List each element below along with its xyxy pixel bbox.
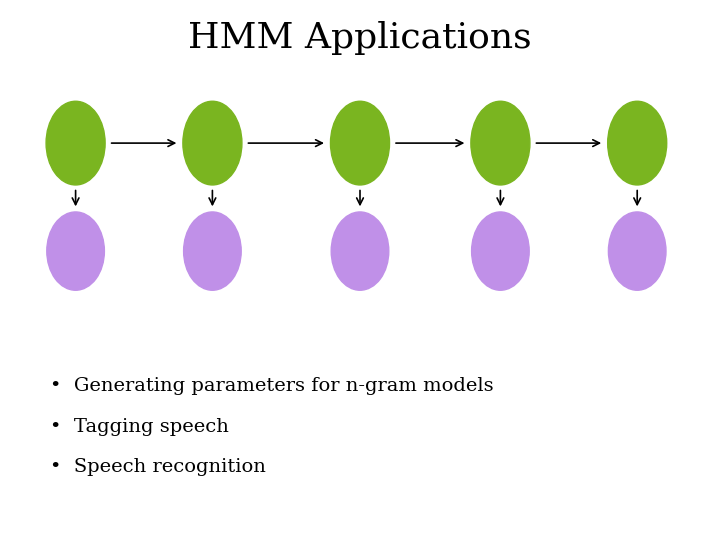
Ellipse shape — [183, 102, 242, 185]
Ellipse shape — [471, 102, 530, 185]
Ellipse shape — [184, 212, 241, 290]
Text: •  Tagging speech: • Tagging speech — [50, 417, 229, 436]
Text: HMM Applications: HMM Applications — [188, 21, 532, 55]
Ellipse shape — [47, 212, 104, 290]
Text: •  Generating parameters for n-gram models: • Generating parameters for n-gram model… — [50, 377, 494, 395]
Ellipse shape — [331, 212, 389, 290]
Ellipse shape — [330, 102, 390, 185]
Ellipse shape — [472, 212, 529, 290]
Ellipse shape — [46, 102, 105, 185]
Ellipse shape — [608, 212, 666, 290]
Ellipse shape — [608, 102, 667, 185]
Text: •  Speech recognition: • Speech recognition — [50, 458, 266, 476]
